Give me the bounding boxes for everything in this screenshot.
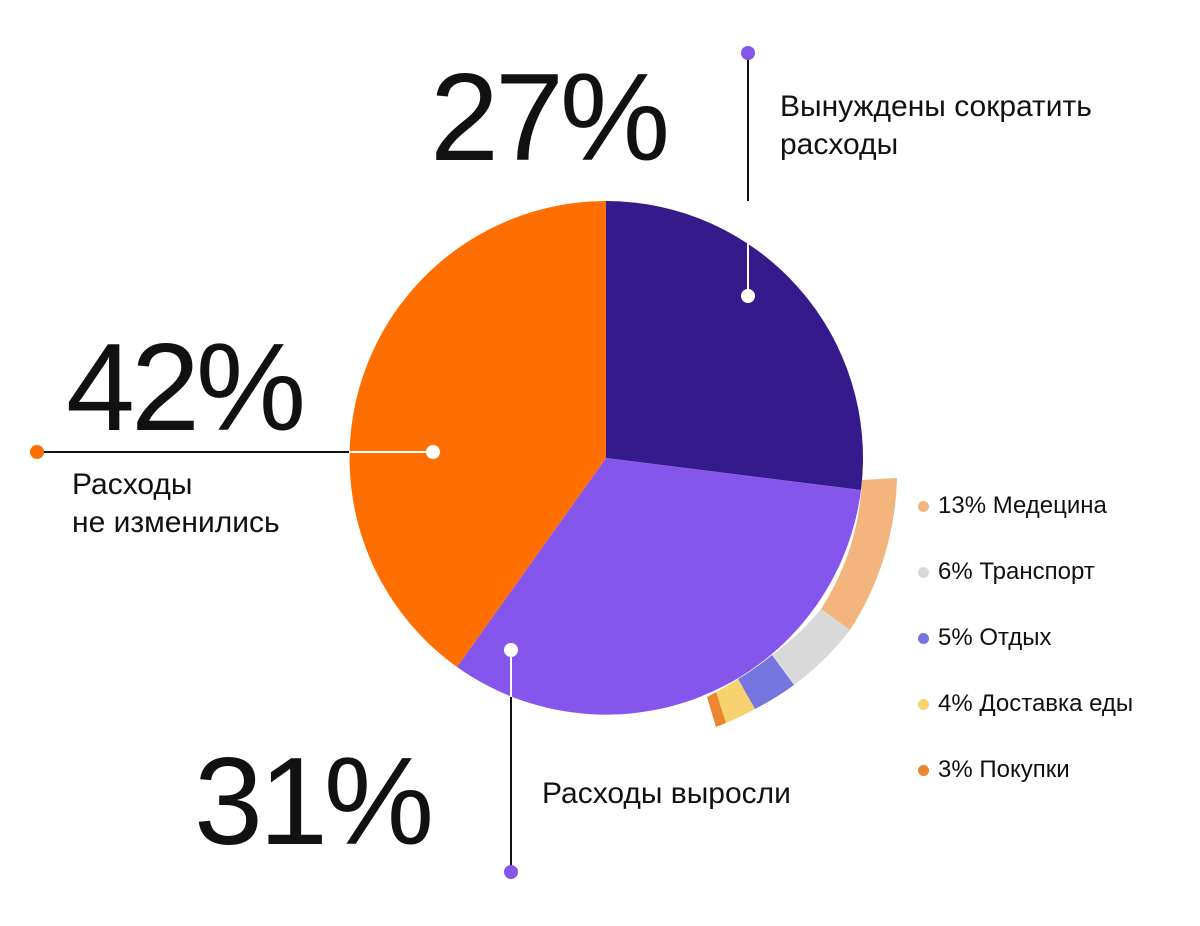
ring-transport — [772, 609, 850, 685]
slice-grew — [457, 458, 861, 715]
same-marker-dot — [30, 445, 44, 459]
legend-item: 13% Медецина — [918, 473, 1133, 539]
legend-dot-icon — [918, 500, 929, 512]
same-label: Расходы не изменились — [72, 466, 280, 542]
ring-leisure — [738, 655, 794, 709]
grew-anchor-dot — [504, 643, 518, 657]
slice-same — [349, 201, 606, 667]
legend-dot-icon — [918, 764, 929, 776]
cut-label-line1: Вынуждены сократить — [780, 90, 1092, 123]
legend-item: 6% Транспорт — [918, 539, 1133, 605]
legend-label: 6% Транспорт — [938, 558, 1095, 585]
ring-shopping — [707, 692, 726, 727]
ring-food — [716, 679, 755, 723]
cut-label: Вынуждены сократить расходы — [780, 88, 1092, 164]
cut-anchor-dot — [741, 289, 755, 303]
legend-item: 4% Доставка еды — [918, 671, 1133, 737]
same-anchor-dot — [426, 445, 440, 459]
slice-cut — [606, 201, 863, 490]
same-label-line2: не изменились — [72, 506, 280, 539]
legend-label: 3% Покупки — [938, 756, 1070, 783]
legend-label: 5% Отдых — [938, 624, 1052, 651]
same-label-line1: Расходы — [72, 468, 193, 501]
cut-marker-dot — [741, 46, 755, 60]
legend-item: 3% Покупки — [918, 737, 1133, 803]
legend-label: 4% Доставка еды — [938, 690, 1134, 717]
grew-marker-dot — [504, 865, 518, 879]
legend-dot-icon — [918, 632, 929, 644]
legend-dot-icon — [918, 566, 929, 578]
same-percent: 42% — [66, 319, 306, 457]
grew-label: Расходы выросли — [542, 777, 791, 810]
grew-percent: 31% — [194, 733, 434, 871]
cut-label-line2: расходы — [780, 128, 899, 161]
legend-dot-icon — [918, 698, 929, 710]
legend-item: 5% Отдых — [918, 605, 1133, 671]
legend-label: 13% Медецина — [938, 492, 1107, 519]
cut-percent: 27% — [430, 49, 670, 187]
ring-medicine — [821, 478, 897, 630]
legend: 13% Медецина 6% Транспорт 5% Отдых 4% До… — [918, 473, 1133, 803]
